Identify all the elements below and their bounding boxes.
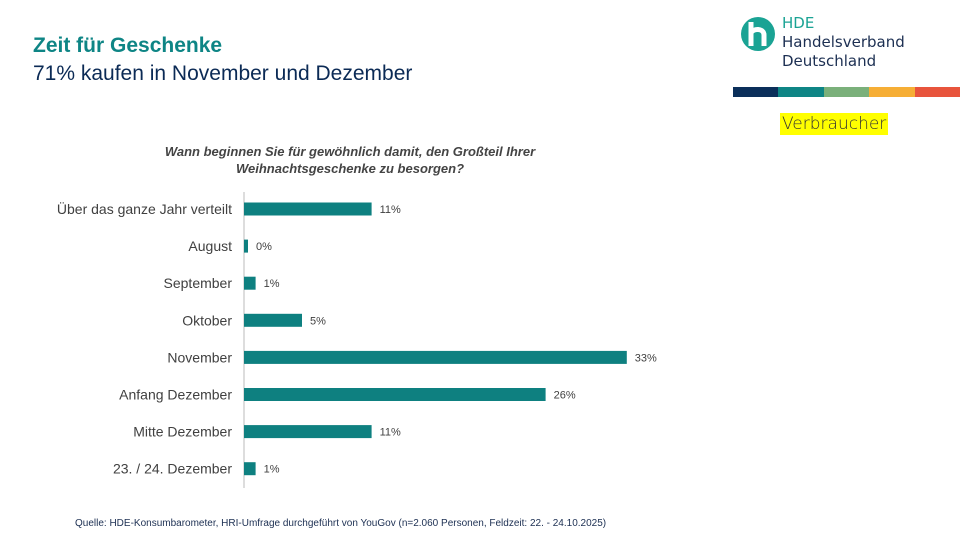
- stripe-segment: [823, 87, 870, 97]
- stripe-segment: [914, 87, 960, 97]
- chart-title: Wann beginnen Sie für gewöhnlich damit, …: [164, 144, 536, 176]
- hde-logo-icon: [741, 17, 775, 51]
- bar: [244, 313, 302, 327]
- source-note: Quelle: HDE-Konsumbarometer, HRI-Umfrage…: [75, 518, 607, 529]
- category-label: 23. / 24. Dezember: [113, 461, 232, 477]
- page-title: Zeit für Geschenke: [33, 34, 223, 57]
- stripe-segment: [778, 87, 824, 97]
- data-label: 11%: [380, 204, 401, 216]
- category-label: Über das ganze Jahr verteilt: [57, 200, 232, 217]
- bar: [244, 388, 546, 401]
- bar: [244, 350, 627, 364]
- bar: [244, 425, 372, 439]
- color-stripe: [733, 87, 960, 97]
- bar: [244, 239, 248, 253]
- category-tag: Verbraucher: [780, 113, 889, 135]
- stripe-segment: [733, 87, 779, 97]
- category-label: August: [188, 238, 232, 254]
- data-label: 26%: [554, 390, 576, 402]
- logo-text: HDE Handelsverband Deutschland: [782, 14, 905, 70]
- bar: [244, 462, 256, 476]
- data-label: 1%: [264, 464, 280, 476]
- category-label: November: [167, 349, 232, 365]
- stripe-segment: [869, 87, 915, 97]
- bar: [244, 202, 372, 216]
- data-label: 1%: [264, 278, 280, 290]
- category-label: Mitte Dezember: [133, 424, 232, 440]
- category-label: Anfang Dezember: [119, 387, 232, 403]
- data-label: 11%: [380, 427, 401, 439]
- category-label: September: [164, 275, 233, 291]
- category-label: Oktober: [182, 312, 232, 328]
- data-label: 33%: [635, 352, 657, 364]
- page-subtitle: 71% kaufen in November und Dezember: [33, 62, 413, 85]
- data-label: 0%: [256, 241, 272, 253]
- bar: [244, 276, 256, 290]
- data-label: 5%: [310, 315, 326, 327]
